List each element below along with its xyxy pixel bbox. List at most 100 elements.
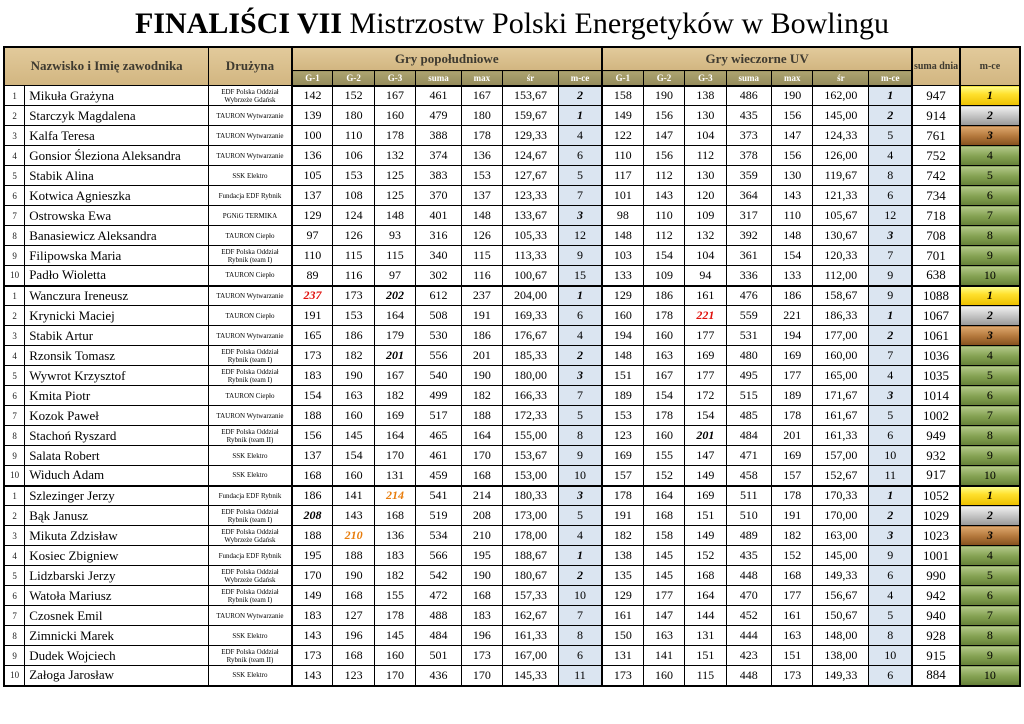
score-afternoon-sr: 173,00 <box>502 505 559 526</box>
score-afternoon-sr: 145,33 <box>502 665 559 686</box>
score-afternoon-g1: 89 <box>291 265 334 286</box>
player-name: Wanczura Ireneusz <box>24 284 210 306</box>
score-evening-max: 169 <box>771 345 814 366</box>
day-total-cell: 940 <box>911 605 961 626</box>
col-header-suma: suma <box>725 70 773 87</box>
score-evening-suma: 476 <box>725 284 773 306</box>
player-row: 5 Lidzbarski Jerzy EDF Polska Oddział Wybr… <box>3 565 1021 586</box>
player-row: 9 Filipowska Maria EDF Polska Oddział Rybn… <box>3 245 1021 266</box>
score-evening-sr: 160,00 <box>812 345 870 366</box>
score-afternoon-g1: 173 <box>291 345 334 366</box>
score-evening-g1: 129 <box>601 585 644 606</box>
score-afternoon-mce: 3 <box>557 205 603 226</box>
col-header-sr: śr <box>502 70 559 87</box>
score-evening-g3: 112 <box>684 145 727 166</box>
player-row: 8 Stachoń Ryszard EDF Polska Oddział Rybni… <box>3 425 1021 446</box>
col-header-g2: G-2 <box>332 70 375 87</box>
place-cell: 6 <box>959 385 1021 406</box>
score-evening-g1: 110 <box>601 145 644 166</box>
score-afternoon-g3: 164 <box>373 305 417 326</box>
score-evening-suma: 448 <box>725 665 773 686</box>
score-afternoon-mce: 10 <box>557 465 603 486</box>
day-total-cell: 914 <box>911 105 961 126</box>
team-name: TAURON Ciepło <box>208 305 293 326</box>
score-afternoon-mce: 7 <box>557 605 603 626</box>
score-afternoon-g3: 168 <box>373 505 417 526</box>
score-afternoon-sr: 113,33 <box>502 245 559 266</box>
score-evening-g1: 135 <box>601 565 644 586</box>
score-evening-sr: 149,33 <box>812 665 870 686</box>
score-afternoon-suma: 459 <box>415 465 462 486</box>
score-afternoon-sr: 155,00 <box>502 425 559 446</box>
score-afternoon-g3: 167 <box>373 85 417 106</box>
score-afternoon-max: 136 <box>460 145 504 166</box>
score-afternoon-suma: 501 <box>415 645 462 666</box>
score-afternoon-max: 167 <box>460 85 504 106</box>
score-evening-sr: 161,33 <box>812 425 870 446</box>
player-row: 7 Ostrowska Ewa PGNiG TERMIKA 129 124 148 401 1… <box>3 205 1021 226</box>
score-evening-g2: 154 <box>642 385 686 406</box>
score-afternoon-max: 170 <box>460 665 504 686</box>
col-header-g2: G-2 <box>642 70 686 87</box>
score-evening-g1: 153 <box>601 405 644 426</box>
team-name: TAURON Wytwarzanie <box>208 284 293 306</box>
score-afternoon-suma: 374 <box>415 145 462 166</box>
day-total-cell: 701 <box>911 245 961 266</box>
team-name: TAURON Ciepło <box>208 385 293 406</box>
player-row: 10 Załoga Jarosław SSK Elektro 143 123 170 436… <box>3 665 1021 686</box>
place-cell: 4 <box>959 145 1021 166</box>
score-evening-max: 201 <box>771 425 814 446</box>
score-afternoon-sr: 185,33 <box>502 345 559 366</box>
score-evening-g3: 115 <box>684 665 727 686</box>
score-evening-g1: 133 <box>601 265 644 286</box>
score-evening-max: 143 <box>771 185 814 206</box>
col-header-g1: G-1 <box>291 70 334 87</box>
score-evening-g3: 168 <box>684 565 727 586</box>
score-evening-g1: 178 <box>601 484 644 506</box>
score-evening-suma: 471 <box>725 445 773 466</box>
score-evening-mce: 6 <box>868 185 914 206</box>
score-evening-max: 221 <box>771 305 814 326</box>
score-evening-g1: 151 <box>601 365 644 386</box>
team-name: EDF Polska Oddział Rybnik (team II) <box>208 425 293 446</box>
player-name: Watoła Mariusz <box>24 585 210 606</box>
score-evening-sr: 148,00 <box>812 625 870 646</box>
score-evening-mce: 9 <box>868 284 914 306</box>
score-evening-g1: 131 <box>601 645 644 666</box>
score-evening-max: 147 <box>771 125 814 146</box>
day-sum-header: suma dnia <box>911 46 961 86</box>
score-afternoon-sr: 162,67 <box>502 605 559 626</box>
score-afternoon-g3: 167 <box>373 365 417 386</box>
score-afternoon-g2: 153 <box>332 305 375 326</box>
score-afternoon-g3: 160 <box>373 645 417 666</box>
score-evening-g3: 161 <box>684 284 727 306</box>
score-afternoon-mce: 5 <box>557 505 603 526</box>
score-afternoon-g2: 115 <box>332 245 375 266</box>
player-name: Widuch Adam <box>24 465 210 486</box>
score-evening-g2: 156 <box>642 145 686 166</box>
player-row: 3 Stabik Artur TAURON Wytwarzanie 165 186 179… <box>3 325 1021 346</box>
player-name: Banasiewicz Aleksandra <box>24 225 210 246</box>
score-evening-suma: 373 <box>725 125 773 146</box>
score-afternoon-mce: 6 <box>557 145 603 166</box>
score-afternoon-sr: 153,00 <box>502 465 559 486</box>
score-afternoon-g3: 131 <box>373 465 417 486</box>
rank-cell: 4 <box>3 345 26 366</box>
score-afternoon-suma: 302 <box>415 265 462 286</box>
score-evening-mce: 5 <box>868 605 914 626</box>
day-total-cell: 990 <box>911 565 961 586</box>
score-evening-mce: 2 <box>868 505 914 526</box>
rank-cell: 3 <box>3 325 26 346</box>
score-afternoon-g2: 182 <box>332 345 375 366</box>
score-evening-mce: 1 <box>868 305 914 326</box>
score-evening-sr: 171,67 <box>812 385 870 406</box>
score-evening-suma: 480 <box>725 345 773 366</box>
place-cell: 1 <box>959 85 1021 106</box>
score-evening-mce: 7 <box>868 345 914 366</box>
score-afternoon-mce: 8 <box>557 425 603 446</box>
score-afternoon-sr: 178,00 <box>502 525 559 546</box>
player-row: 2 Bąk Janusz EDF Polska Oddział Rybnik (te… <box>3 505 1021 526</box>
rank-cell: 2 <box>3 505 26 526</box>
player-row: 9 Salata Robert SSK Elektro 137 154 170 461 170… <box>3 445 1021 466</box>
col-header-mce: m-ce <box>557 70 603 87</box>
